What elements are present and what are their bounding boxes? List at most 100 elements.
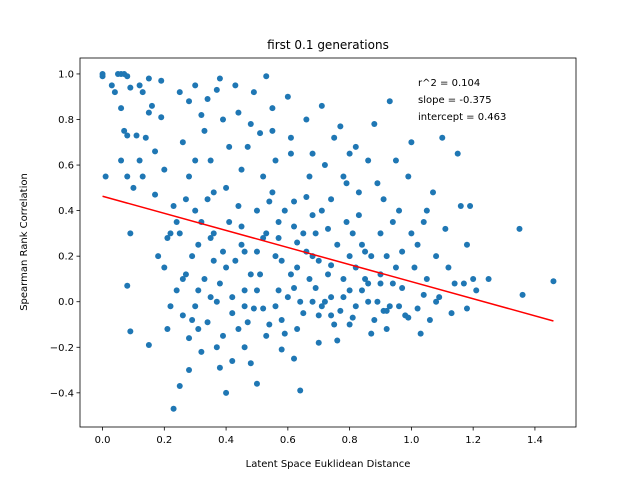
data-point bbox=[408, 139, 415, 146]
data-point bbox=[269, 105, 276, 112]
data-point bbox=[244, 319, 251, 326]
data-point bbox=[321, 162, 328, 169]
data-point bbox=[368, 253, 375, 260]
data-point bbox=[158, 114, 165, 121]
data-point bbox=[219, 248, 226, 255]
y-tick-label: 0.4 bbox=[58, 206, 74, 217]
data-point bbox=[275, 287, 282, 294]
data-point bbox=[272, 157, 279, 164]
axes-frame bbox=[79, 57, 577, 428]
data-point bbox=[195, 241, 202, 248]
chart-title: first 0.1 generations bbox=[267, 38, 389, 52]
data-point bbox=[284, 294, 291, 301]
data-point bbox=[340, 173, 347, 180]
data-point bbox=[189, 253, 196, 260]
data-point bbox=[386, 98, 393, 105]
data-point bbox=[278, 257, 285, 264]
data-point bbox=[241, 287, 248, 294]
data-point bbox=[266, 321, 273, 328]
data-point bbox=[352, 303, 359, 310]
data-point bbox=[325, 271, 331, 278]
data-point bbox=[235, 326, 242, 333]
data-point bbox=[291, 355, 298, 362]
data-point bbox=[226, 143, 233, 150]
data-point bbox=[244, 143, 251, 150]
data-point bbox=[362, 275, 369, 282]
data-point bbox=[260, 305, 267, 312]
data-point bbox=[516, 225, 523, 232]
data-point bbox=[124, 132, 131, 139]
data-point bbox=[426, 316, 433, 323]
data-point bbox=[396, 207, 403, 214]
data-point bbox=[155, 253, 162, 260]
x-tick-label: 1.4 bbox=[527, 435, 543, 446]
data-point bbox=[136, 82, 143, 89]
data-point bbox=[229, 294, 236, 301]
y-axis-label: Spearman Rank Correlation bbox=[19, 173, 30, 311]
data-point bbox=[386, 303, 393, 310]
data-point bbox=[127, 230, 134, 237]
data-point bbox=[328, 294, 335, 301]
data-point bbox=[198, 348, 205, 355]
data-point bbox=[210, 230, 217, 237]
data-point bbox=[179, 312, 186, 319]
data-point bbox=[269, 127, 276, 134]
data-point bbox=[257, 130, 264, 137]
data-point bbox=[173, 287, 180, 294]
data-point bbox=[343, 180, 350, 187]
data-point bbox=[349, 230, 356, 237]
data-point bbox=[176, 383, 183, 389]
data-point bbox=[260, 173, 267, 180]
data-point bbox=[152, 191, 159, 198]
data-point bbox=[257, 271, 264, 278]
data-point bbox=[430, 189, 437, 196]
data-point bbox=[463, 241, 470, 248]
data-point bbox=[287, 134, 294, 141]
data-point bbox=[266, 198, 273, 205]
data-point bbox=[303, 193, 310, 200]
data-point bbox=[284, 93, 291, 100]
data-point bbox=[411, 264, 418, 271]
data-point bbox=[241, 344, 248, 351]
data-point bbox=[328, 312, 335, 319]
data-point bbox=[291, 198, 298, 205]
data-point bbox=[124, 173, 131, 180]
data-point bbox=[365, 280, 372, 287]
y-tick-label: 0.2 bbox=[58, 252, 74, 263]
data-point bbox=[186, 335, 193, 342]
data-point bbox=[414, 241, 421, 248]
data-point bbox=[139, 89, 146, 96]
data-point bbox=[303, 116, 310, 123]
data-point bbox=[238, 223, 245, 230]
data-point bbox=[170, 203, 177, 210]
data-point bbox=[260, 234, 267, 241]
data-point bbox=[309, 298, 316, 305]
data-point bbox=[250, 89, 257, 96]
data-point bbox=[167, 303, 174, 310]
data-point bbox=[219, 332, 226, 339]
data-point bbox=[392, 157, 399, 164]
data-point bbox=[368, 330, 375, 337]
data-point bbox=[352, 143, 359, 150]
data-point bbox=[291, 285, 298, 292]
data-point bbox=[374, 180, 381, 187]
data-point bbox=[420, 219, 427, 225]
data-point bbox=[300, 310, 307, 317]
data-point bbox=[433, 298, 440, 305]
data-point bbox=[182, 271, 189, 278]
data-point bbox=[297, 298, 304, 305]
data-point bbox=[229, 357, 236, 364]
data-point bbox=[179, 139, 186, 146]
data-point bbox=[139, 173, 146, 180]
data-point bbox=[207, 294, 214, 301]
data-point bbox=[247, 360, 254, 367]
data-point bbox=[253, 380, 260, 387]
data-point bbox=[399, 285, 406, 292]
data-point bbox=[219, 116, 226, 123]
data-point bbox=[396, 303, 403, 310]
data-point bbox=[124, 73, 131, 80]
data-point bbox=[383, 326, 390, 333]
axis-ticks: 0.0 0.2 0.4 0.6 0.8 1.0 1.2 1.4 −0.4 −0.2 0.0 0.2 0.… bbox=[50, 69, 543, 446]
data-point bbox=[232, 82, 239, 89]
